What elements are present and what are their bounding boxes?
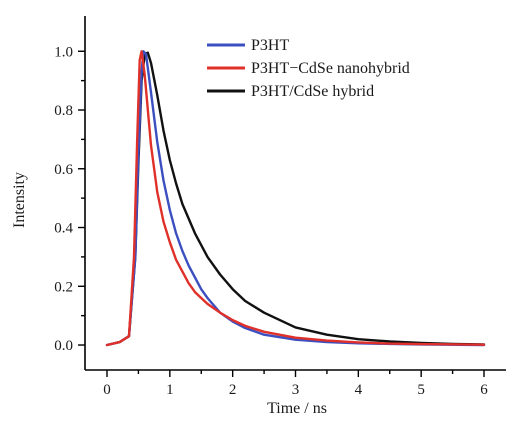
- y-tick-label: 0.8: [54, 103, 73, 119]
- series-line-0: [105, 50, 486, 347]
- x-tick-label: 5: [417, 382, 425, 398]
- y-axis-title: Intensity: [11, 172, 28, 228]
- x-tick-label: 3: [292, 382, 300, 398]
- series-layer: [105, 50, 486, 347]
- y-tick-label: 0.0: [54, 338, 73, 354]
- x-tick-label: 4: [355, 382, 363, 398]
- y-tick-label: 0.4: [54, 221, 73, 237]
- x-tick-label: 0: [103, 382, 111, 398]
- legend-label-1: P3HT−CdSe nanohybrid: [251, 60, 410, 77]
- x-tick-label: 1: [166, 382, 174, 398]
- y-tick-label: 1.0: [54, 44, 73, 60]
- ticks: 0 1 2 3 4 5 6 0.0 0.2 0.4 0.6 0.8 1.0: [54, 44, 488, 398]
- x-tick-label: 2: [229, 382, 237, 398]
- y-tick-label: 0.6: [54, 162, 73, 178]
- legend-label-2: P3HT/CdSe hybrid: [251, 83, 374, 100]
- series-line-1: [105, 50, 486, 347]
- legend-label-0: P3HT: [251, 37, 289, 54]
- x-tick-label: 6: [480, 382, 488, 398]
- y-tick-label: 0.2: [54, 279, 73, 295]
- legend: P3HT P3HT−CdSe nanohybrid P3HT/CdSe hybrid: [207, 37, 410, 100]
- x-axis-title: Time / ns: [267, 400, 327, 417]
